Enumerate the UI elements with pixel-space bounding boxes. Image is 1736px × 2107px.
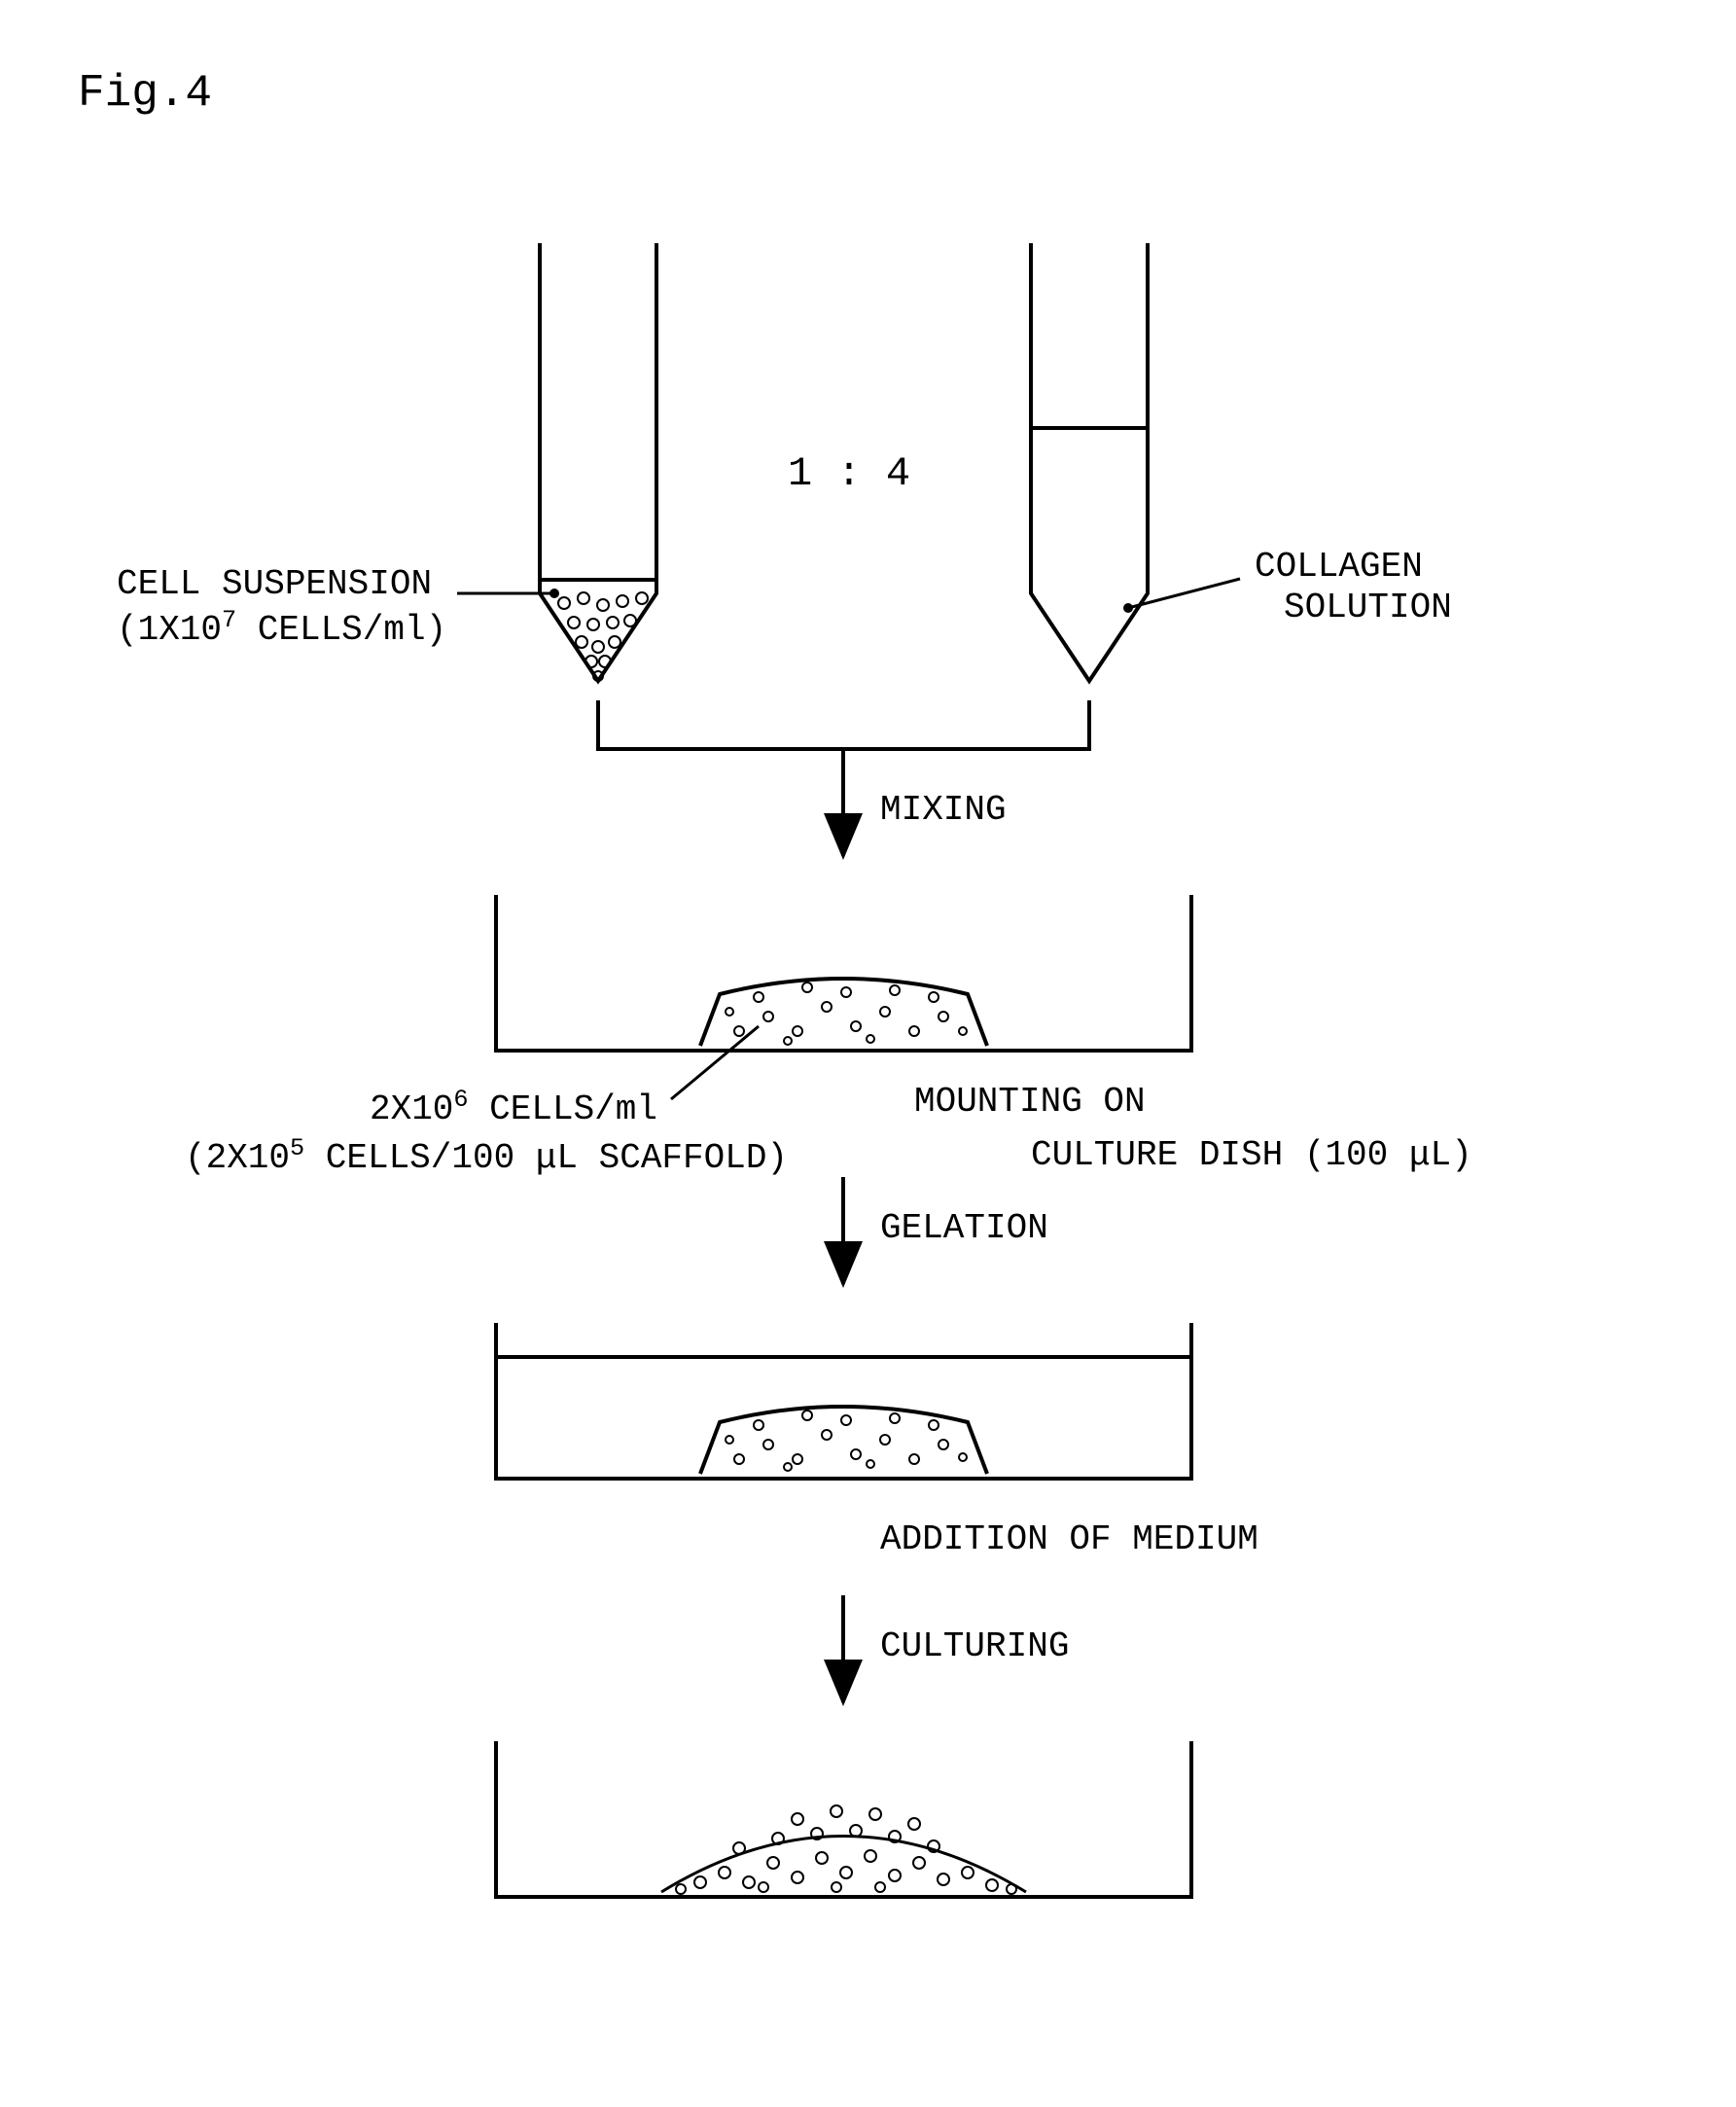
tube-left: [457, 243, 656, 681]
culturing-label: CULTURING: [880, 1625, 1069, 1670]
mixing-bracket: [598, 700, 1089, 856]
scaffold-label-line2: (2X105 CELLS/100 μL SCAFFOLD): [185, 1133, 788, 1182]
dish-gelation: [496, 1323, 1191, 1479]
tube-right-label-line2: SOLUTION: [1284, 586, 1452, 631]
gelation-label: GELATION: [880, 1206, 1048, 1252]
tube-left-label-line1: CELL SUSPENSION: [117, 562, 432, 608]
tube-left-label-line2: (1X107 CELLS/ml): [117, 605, 446, 654]
mounting-label-line2: CULTURE DISH (100 μL): [1031, 1133, 1472, 1179]
dish-culturing: [496, 1741, 1191, 1897]
dish-mounting: [496, 895, 1191, 1099]
medium-label: ADDITION OF MEDIUM: [880, 1518, 1258, 1563]
tube-right: [1031, 243, 1240, 681]
mixing-label: MIXING: [880, 788, 1007, 834]
diagram-svg: [0, 0, 1736, 2107]
ratio-label: 1 : 4: [788, 447, 910, 501]
mounting-label-line1: MOUNTING ON: [914, 1080, 1146, 1125]
scaffold-label-line1: 2X106 CELLS/ml: [370, 1085, 657, 1133]
tube-right-label-line1: COLLAGEN: [1255, 545, 1423, 590]
